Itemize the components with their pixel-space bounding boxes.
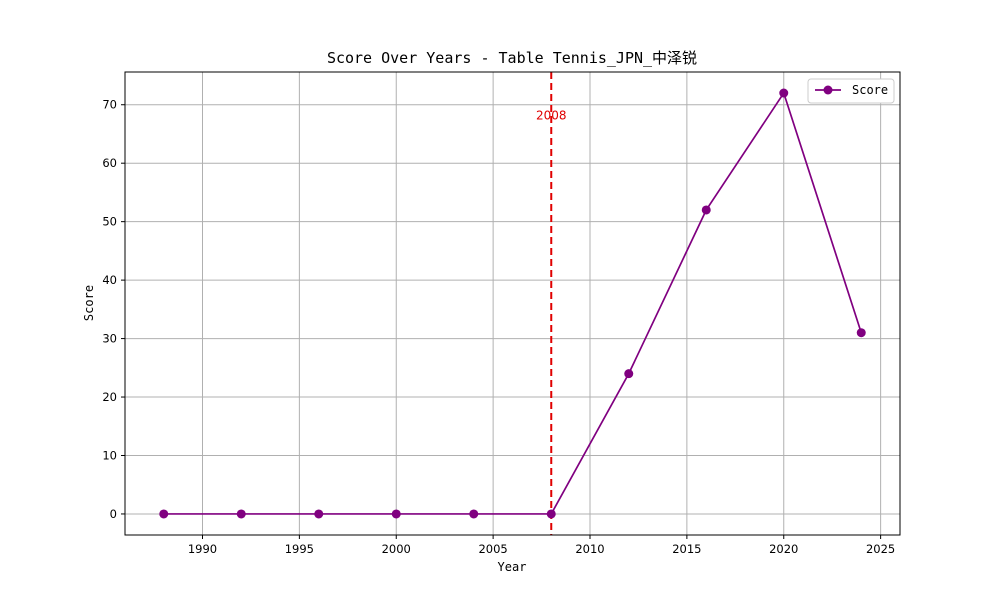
- y-tick-label-10: 10: [102, 448, 117, 462]
- y-tick-label-0: 0: [110, 507, 117, 521]
- annotations: 2008: [536, 72, 567, 535]
- plot-area-frame: [124, 71, 901, 536]
- legend-entry-score: Score: [852, 83, 888, 97]
- data-point-2016: [701, 205, 711, 215]
- x-tick-label-2005: 2005: [478, 542, 507, 556]
- y-tick-label-20: 20: [102, 390, 117, 404]
- data-point-1996: [314, 509, 324, 519]
- y-tick-label-50: 50: [102, 215, 117, 229]
- data-point-2008: [546, 509, 556, 519]
- x-tick-label-2020: 2020: [769, 542, 798, 556]
- x-tick-label-1990: 1990: [188, 542, 217, 556]
- series: [159, 88, 866, 519]
- x-axis-label: Year: [498, 560, 527, 574]
- chart-title: Score Over Years - Table Tennis_JPN_中泽锐: [327, 49, 697, 67]
- x-tick-label-2015: 2015: [672, 542, 701, 556]
- y-tick-label-70: 70: [102, 98, 117, 112]
- x-tick-label-2000: 2000: [382, 542, 411, 556]
- y-tick-label-40: 40: [102, 273, 117, 287]
- data-point-2004: [469, 509, 479, 519]
- legend-box: [807, 78, 895, 104]
- data-point-2020: [779, 88, 789, 98]
- axis-ticks: 1990 1995 2000 2005 2010 2015 2020 2025 0 10 20 30 4…: [102, 98, 895, 556]
- data-point-2024: [856, 328, 866, 338]
- x-tick-label-1995: 1995: [285, 542, 314, 556]
- data-point-2012: [624, 369, 634, 379]
- legend: Score: [807, 78, 895, 104]
- data-point-1988: [159, 509, 169, 519]
- y-tick-label-60: 60: [102, 156, 117, 170]
- x-tick-label-2025: 2025: [866, 542, 895, 556]
- data-point-1992: [236, 509, 246, 519]
- legend-marker: [823, 85, 833, 95]
- y-axis-label: Score: [82, 285, 96, 321]
- data-point-2000: [391, 509, 401, 519]
- y-tick-label-30: 30: [102, 332, 117, 346]
- vline-label-2008: 2008: [536, 108, 567, 122]
- series-line-0: [163, 91, 863, 515]
- x-tick-label-2010: 2010: [575, 542, 604, 556]
